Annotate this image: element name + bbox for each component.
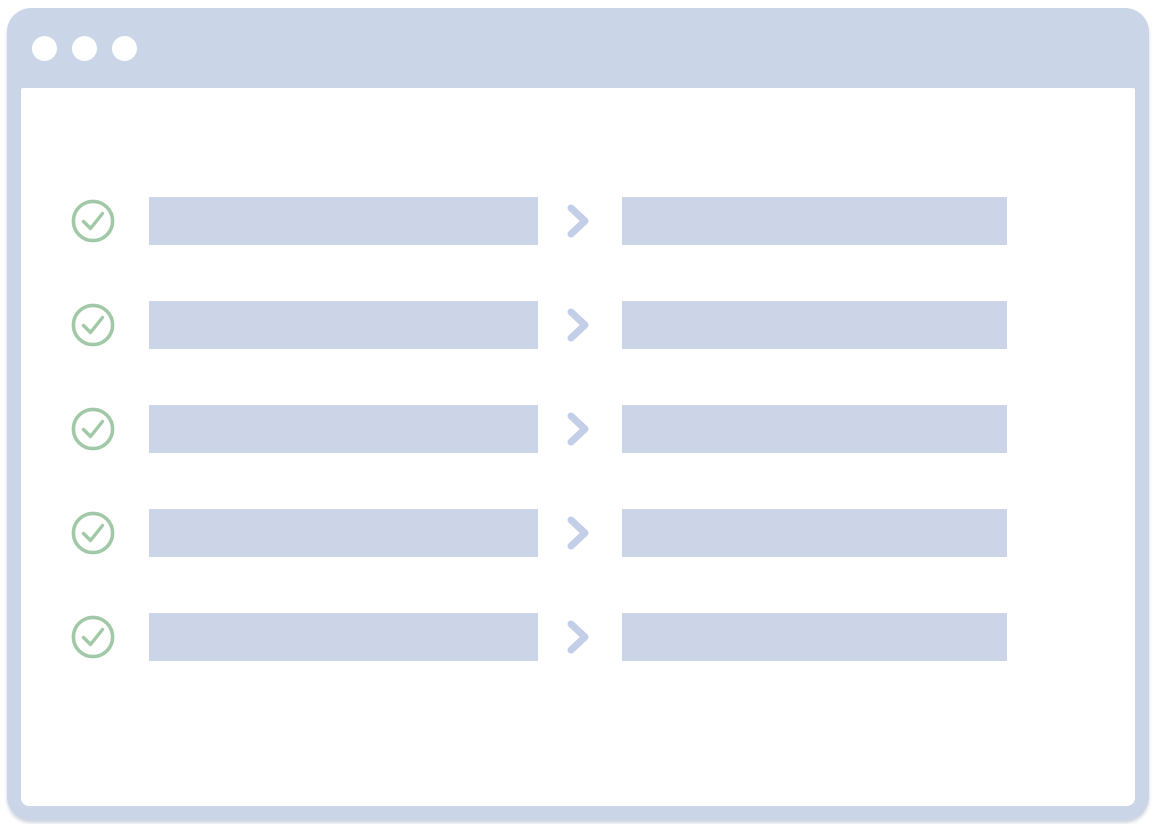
chevron-right-icon bbox=[567, 516, 589, 550]
source-placeholder-bar bbox=[149, 301, 538, 349]
target-placeholder-bar bbox=[622, 613, 1007, 661]
target-placeholder-bar bbox=[622, 405, 1007, 453]
target-placeholder-bar bbox=[622, 509, 1007, 557]
chevron-right-icon bbox=[567, 204, 589, 238]
window-control-dot-2[interactable] bbox=[72, 35, 97, 61]
check-circle-icon bbox=[71, 615, 115, 659]
browser-window bbox=[7, 8, 1149, 820]
target-placeholder-bar bbox=[622, 197, 1007, 245]
chevron-right-icon bbox=[567, 620, 589, 654]
list-item bbox=[71, 301, 1135, 349]
window-control-dot-3[interactable] bbox=[112, 35, 137, 61]
list-item bbox=[71, 405, 1135, 453]
window-titlebar bbox=[7, 8, 1149, 88]
rows bbox=[21, 88, 1135, 661]
chevron-wrap bbox=[564, 619, 592, 655]
check-circle-icon bbox=[71, 303, 115, 347]
list-item bbox=[71, 509, 1135, 557]
chevron-wrap bbox=[564, 307, 592, 343]
chevron-right-icon bbox=[567, 412, 589, 446]
target-placeholder-bar bbox=[622, 301, 1007, 349]
window-content bbox=[21, 88, 1135, 806]
source-placeholder-bar bbox=[149, 405, 538, 453]
window-controls bbox=[32, 35, 137, 61]
chevron-wrap bbox=[564, 515, 592, 551]
source-placeholder-bar bbox=[149, 509, 538, 557]
list-item bbox=[71, 613, 1135, 661]
check-circle-icon bbox=[71, 199, 115, 243]
source-placeholder-bar bbox=[149, 613, 538, 661]
chevron-wrap bbox=[564, 411, 592, 447]
check-circle-icon bbox=[71, 511, 115, 555]
chevron-right-icon bbox=[567, 308, 589, 342]
window-control-dot-1[interactable] bbox=[32, 35, 57, 61]
list-item bbox=[71, 197, 1135, 245]
check-circle-icon bbox=[71, 407, 115, 451]
source-placeholder-bar bbox=[149, 197, 538, 245]
chevron-wrap bbox=[564, 203, 592, 239]
